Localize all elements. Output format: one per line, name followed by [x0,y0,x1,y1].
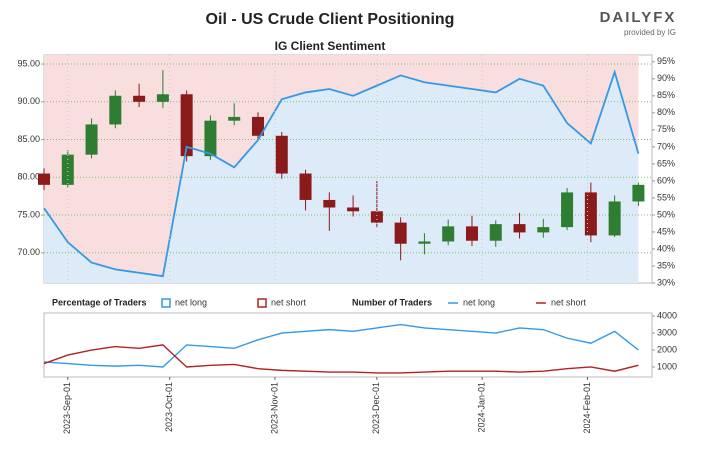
y2-tick-label: 40% [657,243,675,253]
candle-body [608,201,621,236]
y-tick-label: 75.00 [17,209,40,219]
candle-body [109,95,122,125]
candle-body [228,116,241,121]
traders-panel-frame [43,312,653,378]
y2-tick-label: 50% [657,209,675,219]
candle-body [323,199,336,208]
y2-tick-label: 55% [657,192,675,202]
candle-body [489,224,502,241]
candle-body [537,227,550,233]
y-tick-label: 90.00 [17,96,40,106]
legend-label: net short [551,297,587,307]
candle-body [513,224,526,233]
candle-body [347,207,360,212]
candle-body [275,135,288,174]
y2-tick-label: 60% [657,175,675,185]
y-tick-label: 85.00 [17,134,40,144]
y-tick-label: 3000 [657,327,677,337]
candle-body [465,226,478,241]
series-line [43,344,639,374]
candle-body [632,184,645,202]
y2-tick-label: 80% [657,107,675,117]
y2-tick-label: 85% [657,90,675,100]
candle-body [394,222,407,244]
candle-body [418,241,431,244]
x-tick-label: 2023-Oct-01 [164,382,174,432]
legend-swatch [161,298,171,308]
y2-tick-label: 70% [657,141,675,151]
chart-subtitle: IG Client Sentiment [275,39,386,53]
chart-title: Oil - US Crude Client Positioning [206,11,455,28]
y2-tick-label: 95% [657,56,675,66]
candle-body [251,116,264,136]
candle-body [133,95,146,102]
y2-tick-label: 35% [657,260,675,270]
legend-label: net short [271,297,307,307]
candle-body [370,211,383,223]
y-tick-label: 70.00 [17,247,40,257]
x-tick-label: 2023-Nov-01 [269,382,279,434]
y2-tick-label: 30% [657,277,675,287]
y2-tick-label: 45% [657,226,675,236]
candle-body [299,173,312,200]
series-line [43,323,639,368]
candle-body [85,124,98,155]
y2-tick-label: 90% [657,73,675,83]
y-tick-label: 2000 [657,344,677,354]
candle-body [204,120,217,157]
net-long-line [43,68,640,278]
candle-body [156,94,169,102]
y2-tick-label: 75% [657,124,675,134]
legend-label: net long [463,297,495,307]
y-tick-label: 80.00 [17,172,40,182]
candle-body [561,192,574,228]
y-tick-label: 4000 [657,310,677,320]
x-tick-label: 2024-Jan-01 [477,382,487,433]
legend-label: net long [175,297,207,307]
y-tick-label: 95.00 [17,58,40,68]
candle-body [61,154,74,185]
x-tick-label: 2024-Feb-01 [582,382,592,434]
x-tick-label: 2023-Dec-01 [371,382,381,434]
candle-body [180,94,193,157]
legend-swatch [257,298,267,308]
y-tick-label: 1000 [657,361,677,371]
logo-subtitle: provided by IG [624,28,676,37]
legend-title: Percentage of Traders [52,297,147,307]
candle-body [38,173,50,185]
candle-body [442,226,455,242]
candle-body [584,192,597,236]
y2-tick-label: 65% [657,158,675,168]
legend-title: Number of Traders [352,297,432,307]
logo: DAILYFX [600,9,677,26]
x-tick-label: 2023-Sep-01 [62,382,72,434]
